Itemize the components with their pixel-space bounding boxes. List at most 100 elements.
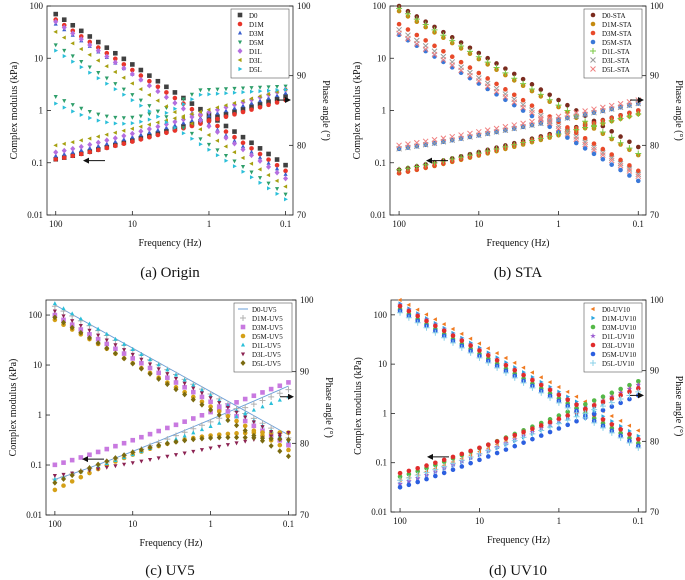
phase-point: [79, 147, 84, 152]
phase-point: [173, 438, 179, 445]
phase-line-segment: [167, 433, 177, 438]
legend-marker: [590, 39, 596, 45]
phase-point: [608, 117, 615, 124]
modulus-point: [502, 94, 509, 100]
modulus-point: [397, 309, 404, 316]
modulus-point: [627, 423, 632, 428]
modulus-point: [440, 32, 447, 39]
y2-axis-label: Phase angle (°): [673, 376, 684, 437]
modulus-point: [573, 134, 580, 140]
modulus-point: [113, 50, 118, 56]
modulus-point: [573, 130, 579, 136]
modulus-point: [182, 377, 187, 382]
modulus-point: [467, 65, 473, 70]
y-tick-label: 0.1: [31, 460, 42, 470]
phase-point: [206, 107, 211, 112]
phase-point: [276, 390, 283, 397]
modulus-point: [206, 123, 212, 130]
legend-marker: [240, 333, 246, 339]
phase-point: [52, 487, 58, 493]
phase-point: [257, 98, 263, 103]
modulus-point: [635, 171, 642, 178]
phase-point: [511, 437, 518, 444]
phase-point: [96, 112, 101, 117]
phase-point: [189, 118, 195, 123]
modulus-point: [537, 115, 544, 121]
modulus-point: [172, 100, 178, 106]
legend-label: D0-STA: [602, 12, 626, 20]
phase-point: [147, 431, 153, 437]
modulus-point: [242, 427, 248, 434]
modulus-line-segment: [253, 415, 263, 421]
x-tick-label: 0.1: [633, 219, 644, 229]
modulus-point: [565, 397, 571, 403]
phase-point: [232, 86, 237, 91]
modulus-point: [555, 123, 562, 130]
modulus-point: [189, 121, 194, 126]
modulus-point: [104, 50, 110, 56]
modulus-point: [609, 422, 615, 427]
phase-point: [609, 390, 615, 396]
modulus-point: [198, 137, 203, 142]
modulus-point: [232, 138, 237, 143]
modulus-point: [224, 158, 229, 163]
modulus-point: [556, 392, 562, 398]
phase-point: [113, 139, 118, 144]
phase-point: [130, 139, 135, 144]
legend-marker: [590, 57, 596, 63]
modulus-point: [618, 427, 623, 432]
modulus-point: [208, 399, 213, 405]
modulus-point: [467, 45, 473, 51]
modulus-point: [104, 53, 110, 60]
modulus-point: [608, 157, 615, 164]
phase-point: [617, 396, 624, 403]
phase-point: [79, 106, 84, 111]
modulus-point: [485, 346, 490, 351]
modulus-point: [173, 376, 179, 381]
modulus-point: [617, 139, 624, 146]
modulus-point: [397, 303, 403, 309]
modulus-point: [467, 349, 474, 356]
y-tick-label: 0.1: [32, 158, 43, 168]
x-tick-label: 100: [393, 516, 407, 526]
modulus-point: [565, 389, 570, 394]
phase-point: [274, 100, 280, 105]
modulus-point: [173, 125, 178, 130]
modulus-point: [608, 155, 615, 162]
phase-point: [181, 120, 186, 125]
phase-point: [52, 462, 58, 468]
phase-point: [450, 454, 456, 460]
plot-frame: [390, 299, 647, 513]
series-D5M: [53, 43, 288, 197]
modulus-point: [574, 394, 579, 399]
y-tick-label: 1: [38, 410, 43, 420]
modulus-point: [240, 140, 246, 146]
phase-point: [198, 92, 203, 97]
phase-point: [459, 464, 465, 469]
y-tick-label: 100: [30, 1, 44, 11]
modulus-point: [189, 131, 195, 136]
modulus-axis-arrowhead: [83, 157, 89, 164]
modulus-point: [164, 104, 168, 109]
modulus-point: [53, 18, 59, 25]
y2-tick-label: 80: [300, 438, 310, 448]
modulus-point: [555, 102, 562, 109]
phase-point: [121, 452, 127, 458]
modulus-point: [556, 97, 561, 103]
modulus-point: [112, 69, 117, 75]
legend-label: D3L-UV10: [602, 342, 635, 350]
phase-point: [78, 468, 84, 475]
modulus-point: [182, 385, 187, 390]
phase-point: [181, 102, 186, 107]
phase-point: [223, 108, 229, 113]
phase-point: [627, 110, 632, 116]
phase-point: [104, 465, 109, 470]
legend-label: D5M-UV5: [252, 333, 283, 341]
modulus-point: [466, 48, 473, 55]
phase-point: [406, 482, 412, 488]
modulus-point: [520, 76, 526, 82]
phase-point: [206, 88, 212, 92]
modulus-line-segment: [123, 342, 133, 349]
phase-point: [87, 145, 92, 150]
modulus-point: [182, 381, 187, 386]
